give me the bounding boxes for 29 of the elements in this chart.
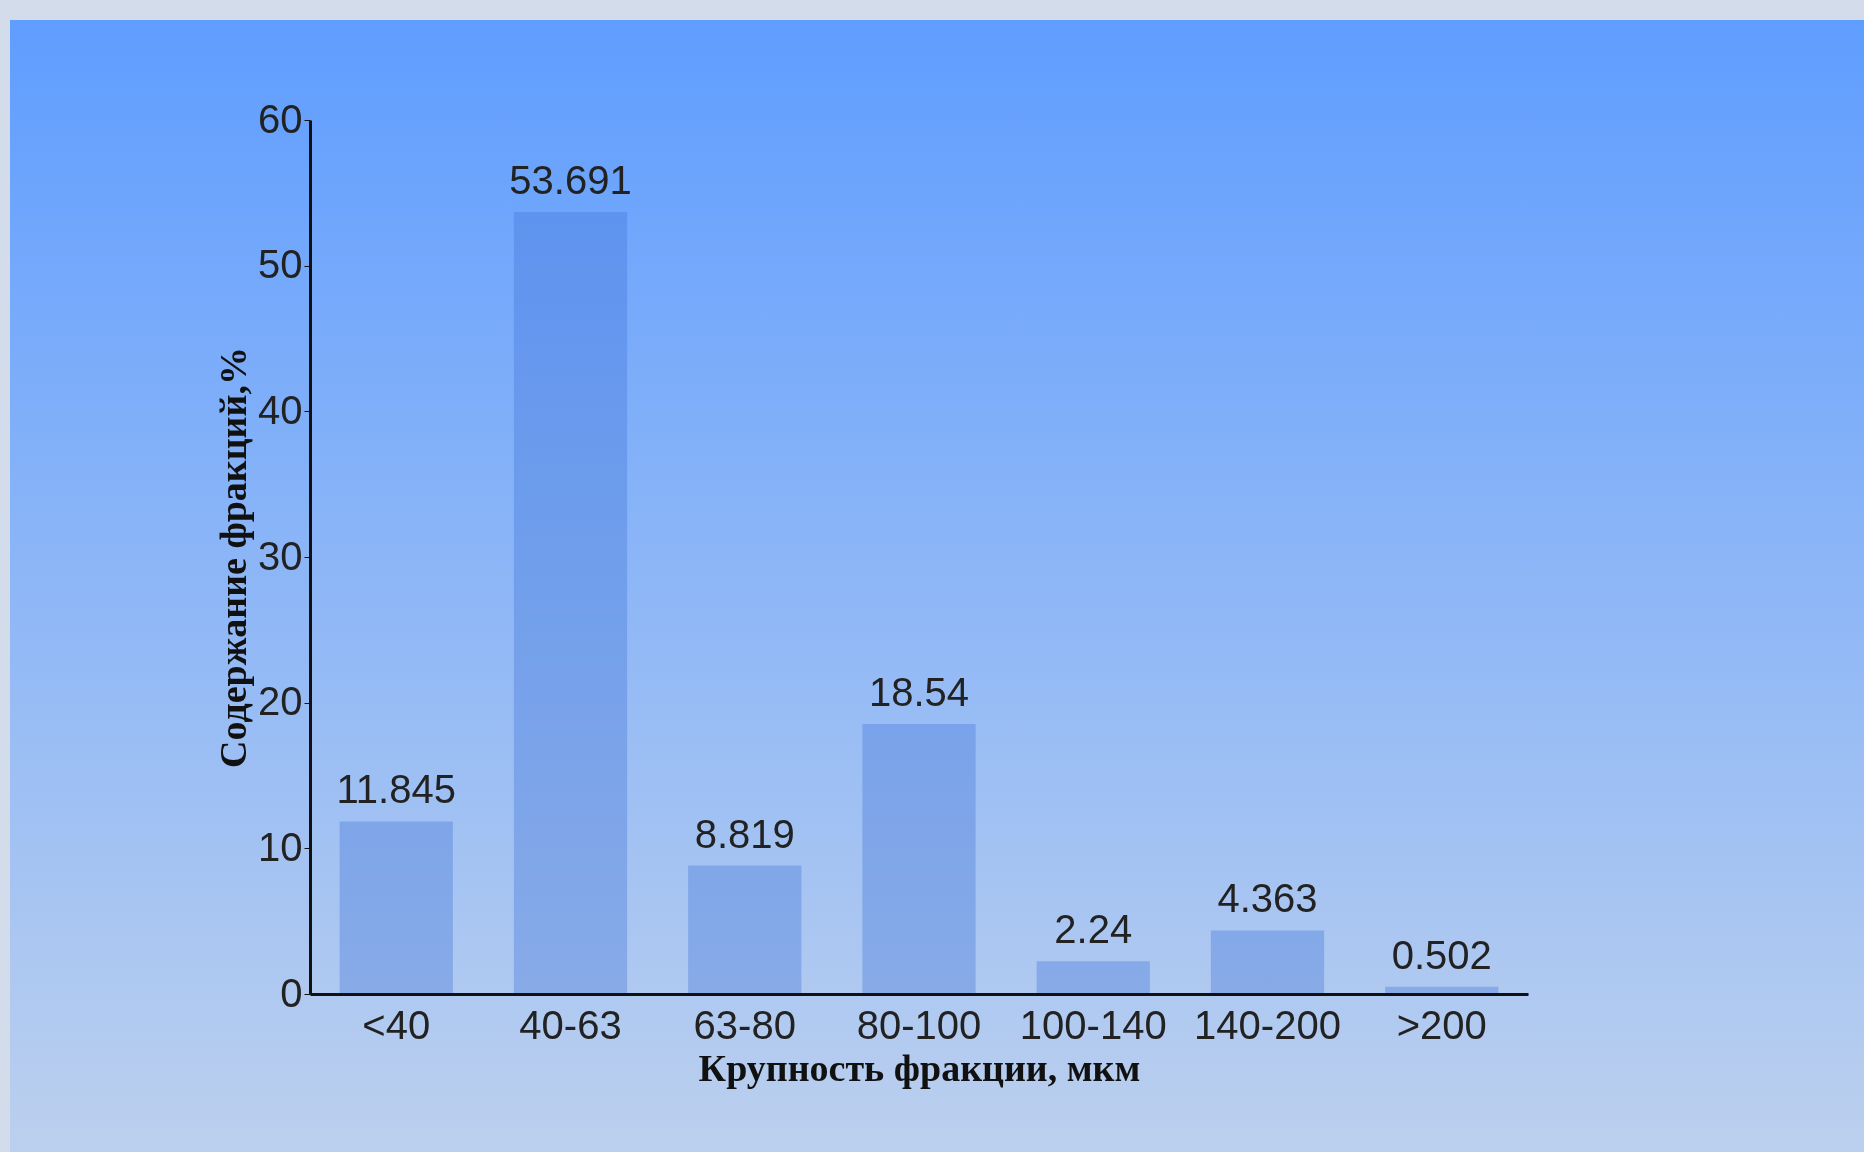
data-label: 0.502	[1391, 932, 1492, 977]
bar	[1036, 961, 1150, 994]
bar	[862, 723, 976, 994]
bar	[1210, 930, 1325, 994]
x-tick-label: 40-63	[519, 1002, 622, 1047]
y-tick-label: 20	[258, 679, 303, 724]
data-label: 4.363	[1217, 876, 1318, 921]
data-label: 2.24	[1054, 907, 1133, 952]
data-label: 53.691	[509, 157, 632, 202]
bar	[688, 865, 802, 994]
y-tick-label: 10	[258, 824, 303, 869]
y-tick-label: 40	[258, 387, 303, 432]
bar	[513, 211, 628, 994]
y-tick-label: 30	[258, 533, 303, 578]
x-axis-title: Крупность фракции, мкм	[698, 1046, 1141, 1089]
y-tick-label: 60	[258, 96, 303, 141]
x-tick-label: 63-80	[693, 1002, 796, 1047]
x-tick-label: 100-140	[1019, 1002, 1167, 1047]
x-tick-label: >200	[1396, 1002, 1487, 1047]
data-label: 11.845	[336, 767, 456, 812]
data-label: 18.54	[868, 669, 970, 714]
y-tick-label: 50	[258, 242, 303, 287]
x-tick-label: 140-200	[1194, 1002, 1341, 1047]
y-axis-title: Содержание фракций,%	[212, 347, 255, 768]
bar	[339, 821, 453, 994]
y-tick-label: 0	[280, 970, 303, 1015]
data-label: 8.819	[694, 811, 795, 856]
x-tick-label: 80-100	[856, 1002, 982, 1047]
x-tick-label: <40	[362, 1002, 431, 1047]
